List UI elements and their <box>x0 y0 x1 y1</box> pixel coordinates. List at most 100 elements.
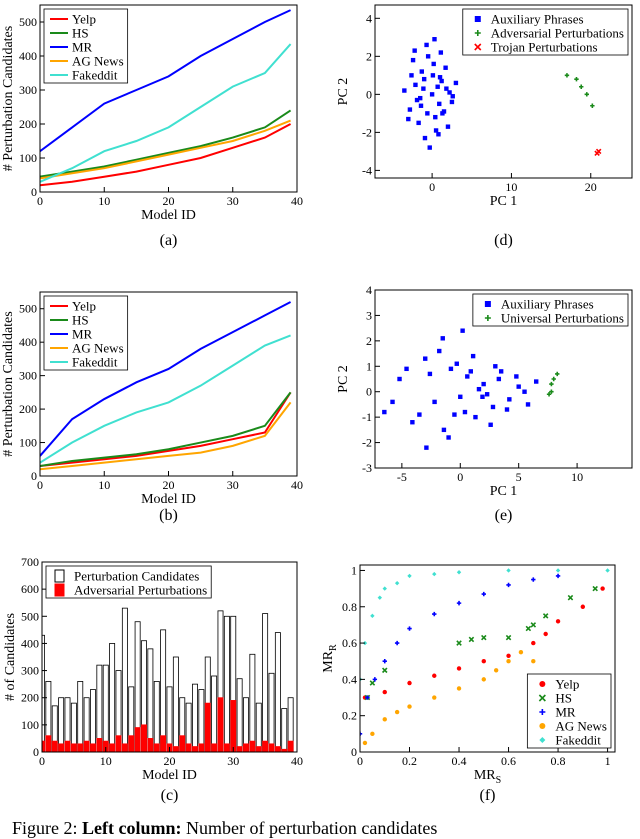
plot-area <box>40 301 292 471</box>
x-axis-label-sub: S <box>496 775 502 786</box>
x-tick-label: 20 <box>163 194 175 208</box>
marker <box>382 586 387 591</box>
marker <box>456 666 462 671</box>
marker <box>430 73 436 78</box>
bar <box>287 697 294 752</box>
legend-label: MR <box>555 705 576 720</box>
y-tick-label: 500 <box>19 15 37 29</box>
marker <box>407 573 412 579</box>
x-axis-label-main: Model ID <box>142 768 197 783</box>
x-axis-label: MRS <box>474 768 501 786</box>
marker <box>539 737 546 743</box>
marker <box>362 740 368 746</box>
marker <box>437 75 443 80</box>
marker <box>365 695 370 700</box>
marker <box>481 381 486 387</box>
legend-label: Perturbation Candidates <box>74 569 199 584</box>
x-tick-label: 20 <box>163 478 175 492</box>
bar <box>236 678 243 752</box>
x-tick-label: 30 <box>227 754 239 768</box>
y-tick-label: 200 <box>21 691 39 705</box>
marker <box>474 43 482 51</box>
marker <box>382 659 387 664</box>
bar <box>128 735 135 752</box>
marker <box>456 686 462 691</box>
bar <box>217 697 224 752</box>
marker <box>462 409 468 415</box>
marker <box>394 640 400 646</box>
bar <box>281 708 288 752</box>
marker <box>416 120 421 126</box>
bar <box>121 743 128 752</box>
caption-text: Number of perturbation candidates <box>186 818 437 838</box>
marker <box>538 694 546 702</box>
y-tick-label: 300 <box>19 83 37 97</box>
marker <box>394 580 400 586</box>
line <box>40 43 292 183</box>
marker <box>440 336 445 341</box>
marker <box>539 681 546 687</box>
line <box>40 391 292 467</box>
marker <box>418 103 424 108</box>
y-tick-label: 0 <box>366 385 372 399</box>
y-axis-label: PC 2 <box>336 365 351 393</box>
marker <box>476 386 482 392</box>
marker <box>539 723 546 729</box>
legend-label: MR <box>72 40 93 55</box>
bar <box>249 653 256 752</box>
marker <box>525 402 531 407</box>
plot-area <box>402 37 602 157</box>
marker <box>381 667 388 674</box>
legend-label: AG News <box>72 54 124 69</box>
marker <box>369 680 376 686</box>
marker <box>425 54 431 59</box>
x-tick-label: 0.6 <box>501 754 516 768</box>
x-axis-label: Model ID <box>142 768 197 783</box>
marker <box>432 673 437 678</box>
bar <box>134 621 141 752</box>
x-axis-label: PC 1 <box>490 484 518 499</box>
legend-frame <box>472 293 629 327</box>
marker <box>546 392 552 397</box>
marker <box>370 613 375 619</box>
marker <box>444 86 449 91</box>
bar <box>249 740 256 752</box>
y-axis-label-main: # of Candidates <box>3 613 18 701</box>
marker <box>531 659 536 664</box>
line <box>40 123 292 187</box>
bar <box>223 615 230 752</box>
marker <box>425 111 430 116</box>
marker <box>382 689 387 695</box>
y-tick-label: 4 <box>366 11 372 25</box>
marker <box>481 634 487 641</box>
bar <box>204 702 211 752</box>
subplot-label: (d) <box>494 232 513 249</box>
marker <box>564 73 570 78</box>
legend-swatch <box>54 583 65 597</box>
marker <box>407 626 412 631</box>
bar <box>192 746 198 752</box>
legend-label: Fakeddit <box>555 733 601 748</box>
marker <box>543 631 548 637</box>
marker <box>437 348 442 354</box>
y-tick-label: 600 <box>21 582 39 596</box>
y-tick-label: 4 <box>366 283 372 297</box>
subplot-label: (a) <box>160 232 178 249</box>
marker <box>498 369 504 374</box>
bar <box>77 681 84 752</box>
bar <box>160 629 167 752</box>
x-tick-label: 30 <box>227 194 239 208</box>
marker <box>443 65 448 70</box>
subplot: -5 0 5 10 -3 -2 -1 0 1 2 3 4 PC 1 PC 2 (e) Auxiliary Ph… <box>336 283 633 524</box>
y-tick-label: -2 <box>362 125 372 139</box>
y-tick-label: 0.2 <box>342 709 357 723</box>
legend-label: Fakeddit <box>72 355 118 370</box>
legend-label: HS <box>72 26 89 41</box>
marker <box>465 374 470 379</box>
subplot-label: (c) <box>161 787 179 804</box>
y-tick-label: 300 <box>21 664 39 678</box>
bar <box>255 746 262 752</box>
x-tick-label: 40 <box>291 478 303 492</box>
bar <box>109 643 116 752</box>
